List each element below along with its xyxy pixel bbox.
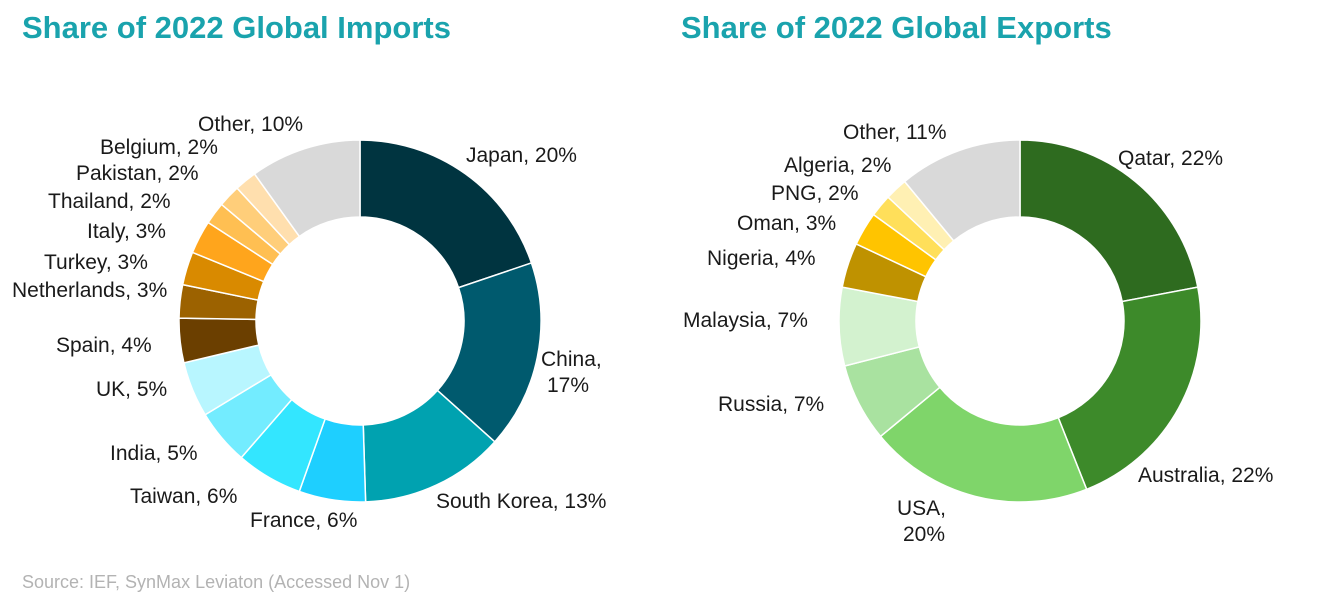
exports-label-algeria: Algeria, 2% [784,154,891,177]
imports-label-netherlands: Netherlands, 3% [12,279,167,302]
exports-label-nigeria: Nigeria, 4% [707,247,816,270]
imports-label-italy: Italy, 3% [87,220,166,243]
imports-label-pakistan: Pakistan, 2% [76,162,199,185]
imports-label-japan: Japan, 20% [466,144,577,167]
imports-label-china: China, 17% [541,348,602,397]
exports-donut-chart: Qatar, 22% Australia, 22% USA, 20% Russia, 7… [683,121,1273,546]
imports-label-belgium: Belgium, 2% [100,136,218,159]
exports-chart-title: Share of 2022 Global Exports [681,10,1112,45]
exports-label-oman: Oman, 3% [737,212,836,235]
imports-donut-chart: Japan, 20% China, 17% South Korea, 13% Franc… [12,113,606,532]
imports-slice-china [436,261,542,443]
imports-label-other: Other, 10% [198,113,303,136]
imports-label-turkey: Turkey, 3% [44,251,148,274]
exports-slice-qatar [1019,139,1199,303]
exports-label-png: PNG, 2% [771,182,859,205]
imports-label-taiwan: Taiwan, 6% [130,485,237,508]
imports-slice-japan [359,139,533,289]
exports-slice-other [903,139,1021,242]
exports-slice-usa [879,386,1088,503]
imports-label-india: India, 5% [110,442,198,465]
exports-label-usa: USA, 20% [897,497,946,546]
exports-label-malaysia: Malaysia, 7% [683,309,808,332]
exports-label-australia: Australia, 22% [1138,464,1273,487]
exports-label-russia: Russia, 7% [718,393,824,416]
exports-label-other: Other, 11% [843,121,947,144]
imports-label-south-korea: South Korea, 13% [436,490,606,513]
imports-slice-other [253,139,361,238]
imports-label-thailand: Thailand, 2% [48,190,171,213]
imports-label-france: France, 6% [250,509,357,532]
source-note: Source: IEF, SynMax Leviaton (Accessed N… [22,572,411,592]
exports-label-qatar: Qatar, 22% [1118,147,1223,170]
imports-label-uk: UK, 5% [96,378,167,401]
imports-chart-title: Share of 2022 Global Imports [22,10,451,45]
exports-slice-australia [1057,286,1202,491]
imports-label-spain: Spain, 4% [56,334,152,357]
